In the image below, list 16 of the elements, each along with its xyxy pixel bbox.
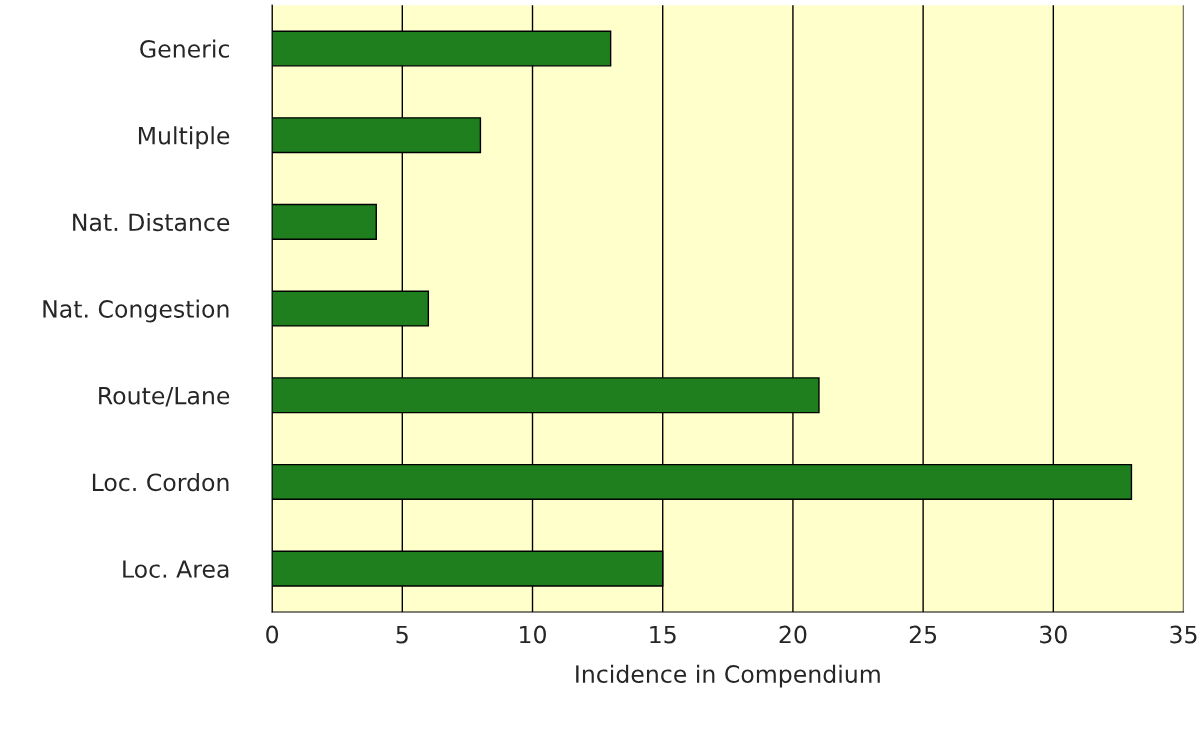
y-tick-label: Generic	[140, 39, 229, 58]
y-tick-label: Nat. Congestion	[43, 299, 229, 323]
y-tick-label: Multiple	[138, 126, 230, 150]
x-tick-label: 30	[1040, 625, 1067, 644]
x-tick-label: 0	[266, 625, 279, 644]
y-tick-label: Route/Lane	[99, 387, 230, 407]
x-tick-label: 5	[396, 625, 408, 644]
x-tick-label: 35	[1170, 625, 1197, 644]
y-tick-label: Loc. Area	[123, 560, 229, 578]
x-tick-label: 25	[909, 625, 937, 644]
y-tick-label: Nat. Distance	[73, 212, 230, 232]
y-tick-label: Loc. Cordon	[92, 472, 229, 492]
x-axis-title: Incidence in Compendium	[576, 664, 880, 688]
x-tick-label: 10	[520, 625, 546, 644]
x-tick-label: 15	[650, 625, 676, 644]
x-tick-label: 20	[779, 625, 807, 644]
